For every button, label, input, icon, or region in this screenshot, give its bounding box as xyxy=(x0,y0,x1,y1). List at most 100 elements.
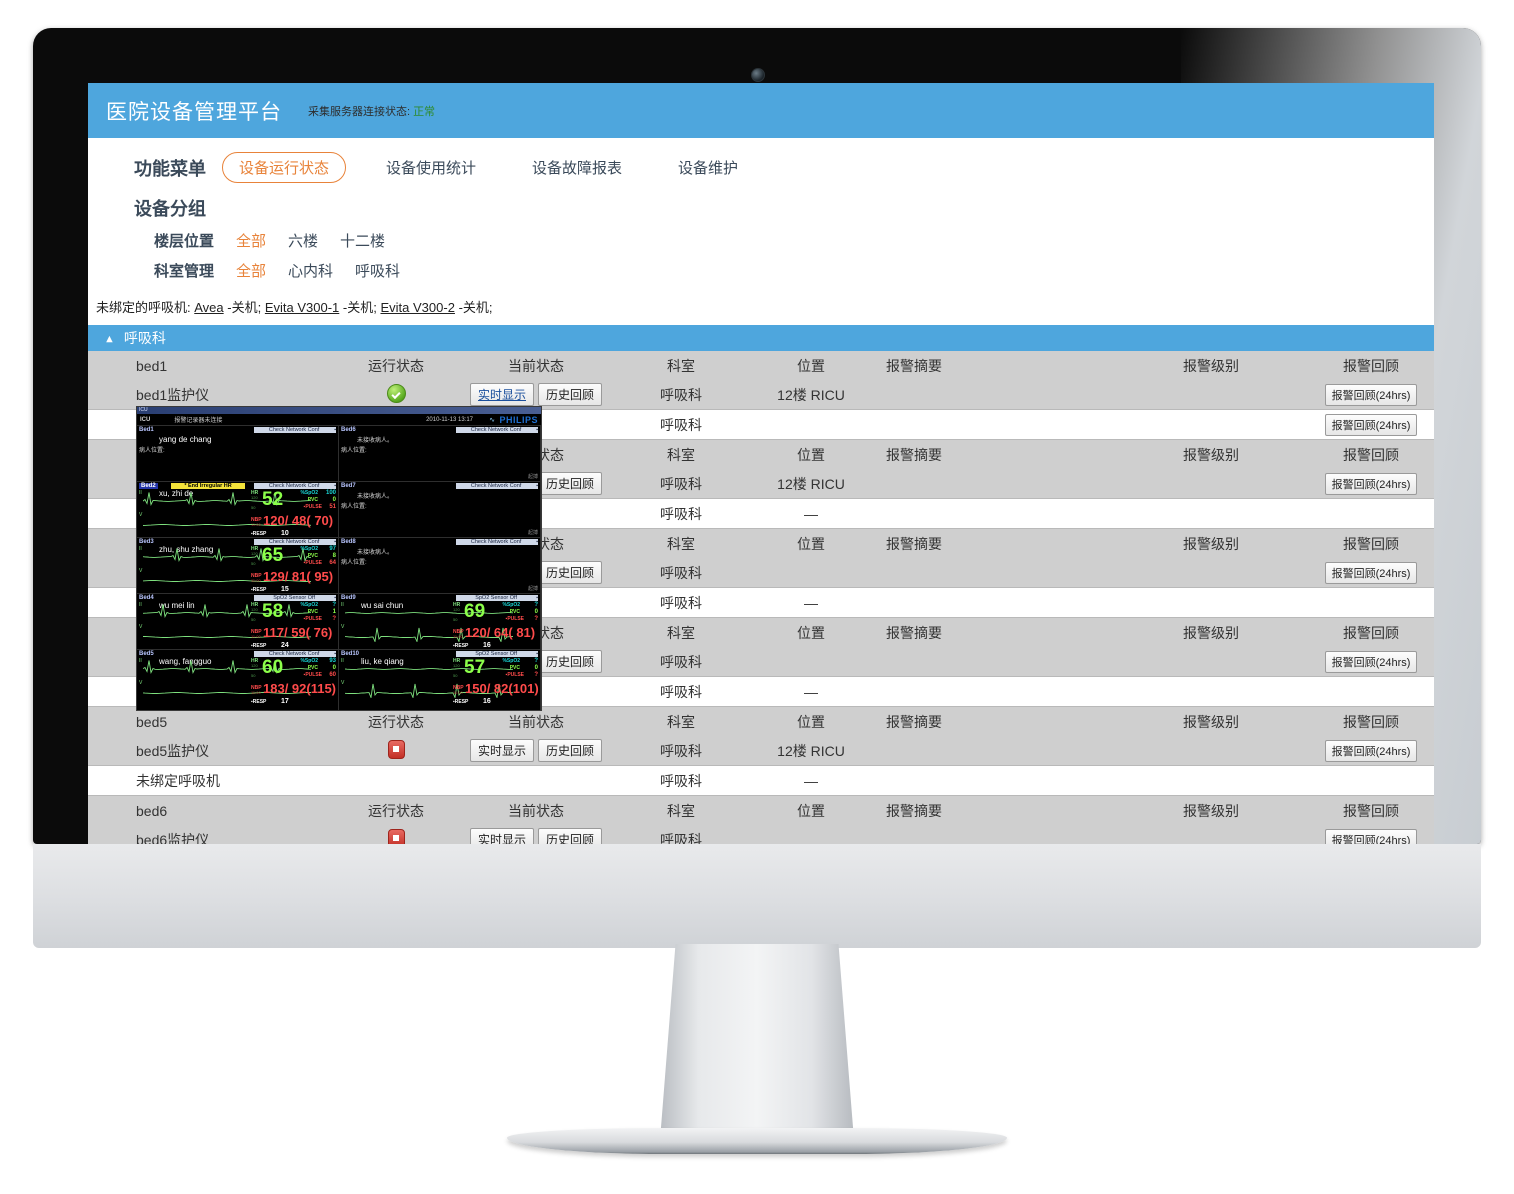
history-review-button[interactable]: 历史回顾 xyxy=(538,383,603,406)
dropdown-icon[interactable]: ▪ xyxy=(536,483,538,489)
philips-network-conf-button[interactable]: Check Network Conf ▪ xyxy=(456,483,538,489)
dropdown-icon[interactable]: ▪ xyxy=(536,427,538,433)
dropdown-icon[interactable]: ▪ xyxy=(536,651,538,657)
device-actions-cell: 实时显示历史回顾 xyxy=(456,736,616,765)
philips-bed-panel[interactable]: Bed5 Check Network Conf ▪ wang, fangguo II V H… xyxy=(137,649,339,710)
vent-run-status-cell xyxy=(336,766,456,795)
ecg-waveform-v xyxy=(143,625,311,642)
dropdown-icon[interactable]: ▪ xyxy=(536,539,538,545)
hr-label: HR xyxy=(251,602,259,608)
dropdown-icon[interactable]: ▪ xyxy=(334,651,336,657)
philips-bed-panel[interactable]: Bed10 SpO2 Sensor Off ▪ liu, ke qiang II V HR 1… xyxy=(339,649,541,710)
philips-network-conf-button[interactable]: SpO2 Sensor Off ▪ xyxy=(254,595,336,601)
live-display-button[interactable]: 实时显示 xyxy=(469,739,534,762)
alarm-review-24hrs-button[interactable]: 报警回顾(24hrs) xyxy=(1324,413,1418,436)
unbound-ventilators-line: 未绑定的呼吸机: Avea -关机; Evita V300-1 -关机; Evi… xyxy=(88,281,1434,325)
philips-monitor-window[interactable]: ICU ICU 报警记录器未连接 2010-11-13 13:17 ∿ PHIL… xyxy=(136,406,542,711)
alarm-review-24hrs-button[interactable]: 报警回顾(24hrs) xyxy=(1324,561,1418,584)
alarm-review-24hrs-button[interactable]: 报警回顾(24hrs) xyxy=(1324,383,1418,406)
philips-network-conf-button[interactable]: Check Network Conf ▪ xyxy=(456,427,538,433)
philips-bed-panel[interactable]: Bed6 Check Network Conf ▪ 未接收病人。 病人位置: 起搏 xyxy=(339,425,541,481)
philips-bed-label: Bed5 xyxy=(139,651,154,657)
philips-network-conf-button[interactable]: SpO2 Sensor Off ▪ xyxy=(456,595,538,601)
pulse-label: ▪PULSE xyxy=(303,504,322,510)
philips-network-conf-button[interactable]: Check Network Conf ▪ xyxy=(456,539,538,545)
alarm-review-24hrs-button[interactable]: 报警回顾(24hrs) xyxy=(1324,739,1418,762)
history-review-button[interactable]: 历史回顾 xyxy=(538,472,603,495)
dropdown-icon[interactable]: ▪ xyxy=(536,595,538,601)
device-department-cell: 呼吸科 xyxy=(660,564,702,581)
resp-label: ▪RESP xyxy=(251,643,267,649)
unbound-device-link-evita-v300-2[interactable]: Evita V300-2 xyxy=(380,300,455,315)
filter-floor-option-all[interactable]: 全部 xyxy=(236,233,267,250)
section-header-respiratory[interactable]: ▼ 呼吸科 xyxy=(88,325,1434,351)
philips-bed-panel[interactable]: Bed3 Check Network Conf ▪ zhu, shu zhang II V… xyxy=(137,537,339,593)
tab-maintenance[interactable]: 设备维护 xyxy=(678,160,739,177)
pvc-value: 1 xyxy=(332,609,336,615)
row-divider xyxy=(88,706,1434,707)
dropdown-icon[interactable]: ▪ xyxy=(334,595,336,601)
philips-network-conf-button[interactable]: Check Network Conf ▪ xyxy=(254,427,336,433)
bed-id-cell: bed1 xyxy=(136,357,168,374)
ecg-waveform-ii xyxy=(345,659,513,676)
nbp-timestamp: 11:00 xyxy=(251,578,261,583)
chevron-up-icon[interactable]: ▼ xyxy=(104,332,115,345)
tab-usage-stats[interactable]: 设备使用统计 xyxy=(386,160,477,177)
philips-patient-location-label: 病人位置: xyxy=(341,448,367,454)
spo2-label: %SpO2 xyxy=(502,658,520,664)
philips-lead-label-ii: II xyxy=(341,602,344,608)
device-alarm-review-cell: 报警回顾(24hrs) xyxy=(1286,380,1434,409)
alarm-review-24hrs-button[interactable]: 报警回顾(24hrs) xyxy=(1324,650,1418,673)
live-display-button[interactable]: 实时显示 xyxy=(469,828,534,844)
philips-bed-panel[interactable]: Bed7 Check Network Conf ▪ 未接收病人。 病人位置: 起搏 xyxy=(339,481,541,537)
philips-bed-panel[interactable]: Bed2 * End Irregular HR Check Network Conf… xyxy=(137,481,339,537)
hr-value: 60 xyxy=(262,657,284,678)
table-header-row: bed5 运行状态 当前状态 科室 位置 报警摘要 报警级别 报警回顾 xyxy=(88,707,1434,736)
philips-bed-panel[interactable]: Bed9 SpO2 Sensor Off ▪ wu sai chun II V HR 120 5… xyxy=(339,593,541,649)
dropdown-icon[interactable]: ▪ xyxy=(334,427,336,433)
pvc-value: 0 xyxy=(534,609,538,615)
philips-window-titlebar[interactable]: ICU xyxy=(137,407,541,414)
vent-location-cell: — xyxy=(804,505,818,522)
unbound-device-link-evita-v300-1[interactable]: Evita V300-1 xyxy=(264,300,340,315)
dropdown-icon[interactable]: ▪ xyxy=(334,483,336,489)
filter-floor-option-12f[interactable]: 十二楼 xyxy=(340,233,386,250)
dropdown-icon[interactable]: ▪ xyxy=(334,539,336,545)
history-review-button[interactable]: 历史回顾 xyxy=(538,739,603,762)
device-alarm-review-cell: 报警回顾(24hrs) xyxy=(1286,558,1434,587)
tab-device-status[interactable]: 设备运行状态 xyxy=(222,152,347,183)
philips-bed-panel[interactable]: Bed8 Check Network Conf ▪ 未接收病人。 病人位置: 起搏 xyxy=(339,537,541,593)
philips-patient-name: xu, zhi de xyxy=(159,489,194,498)
filter-department-option-all[interactable]: 全部 xyxy=(236,263,267,280)
history-review-button[interactable]: 历史回顾 xyxy=(538,828,603,844)
history-review-button[interactable]: 历史回顾 xyxy=(538,561,603,584)
row-divider xyxy=(88,409,1434,410)
pvc-label: PVC xyxy=(509,609,520,615)
tab-fault-report[interactable]: 设备故障报表 xyxy=(532,160,623,177)
filter-department-option-resp[interactable]: 呼吸科 xyxy=(355,263,401,280)
philips-bed-panel[interactable]: Bed4 SpO2 Sensor Off ▪ wu mei lin II V HR 120 50… xyxy=(137,593,339,649)
philips-network-conf-button[interactable]: Check Network Conf ▪ xyxy=(254,483,336,489)
resp-label: ▪RESP xyxy=(453,643,469,649)
filter-floor-option-6f[interactable]: 六楼 xyxy=(288,233,319,250)
filter-department: 科室管理 全部 心内科 呼吸科 xyxy=(134,260,1434,281)
unbound-device-link-avea[interactable]: Avea xyxy=(194,300,224,315)
philips-vitals-numerics: HR 120 50 65 %SpO2 97 PVC 8 ▪PULSE 64 NBP 11:00 129/… xyxy=(251,546,337,593)
filter-department-option-cardio[interactable]: 心内科 xyxy=(288,263,334,280)
philips-network-conf-button[interactable]: Check Network Conf ▪ xyxy=(254,539,336,545)
history-review-button[interactable]: 历史回顾 xyxy=(538,650,603,673)
philips-network-conf-button[interactable]: Check Network Conf ▪ xyxy=(254,651,336,657)
pulse-label: ▪PULSE xyxy=(505,616,524,622)
alarm-review-24hrs-button[interactable]: 报警回顾(24hrs) xyxy=(1324,472,1418,495)
hr-high-limit: 120 xyxy=(251,551,258,556)
device-department-cell: 呼吸科 xyxy=(660,831,702,845)
alarm-review-24hrs-button[interactable]: 报警回顾(24hrs) xyxy=(1324,828,1418,844)
col-current-status: 当前状态 xyxy=(508,713,564,730)
philips-bed-panel[interactable]: Bed1 Check Network Conf ▪ yang de chang 病人位置… xyxy=(137,425,339,481)
spo2-value: 97 xyxy=(329,546,336,552)
pulse-label: ▪PULSE xyxy=(303,672,322,678)
philips-network-conf-button[interactable]: SpO2 Sensor Off ▪ xyxy=(456,651,538,657)
live-display-button[interactable]: 实时显示 xyxy=(469,383,534,406)
philips-status-bar: ICU 报警记录器未连接 2010-11-13 13:17 ∿ PHILIPS xyxy=(137,414,541,425)
